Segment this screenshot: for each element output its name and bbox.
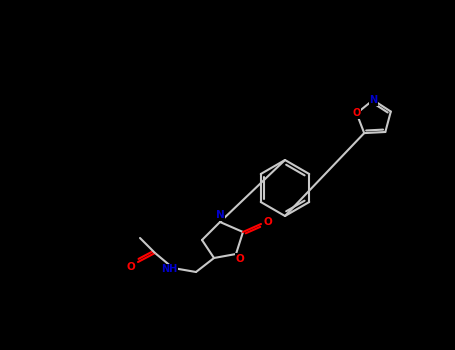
Text: N: N [369,95,377,105]
Text: O: O [353,108,361,118]
Text: N: N [216,210,224,220]
Text: NH: NH [161,264,177,274]
Text: O: O [236,254,244,264]
Text: O: O [263,217,273,227]
Text: O: O [126,262,136,272]
